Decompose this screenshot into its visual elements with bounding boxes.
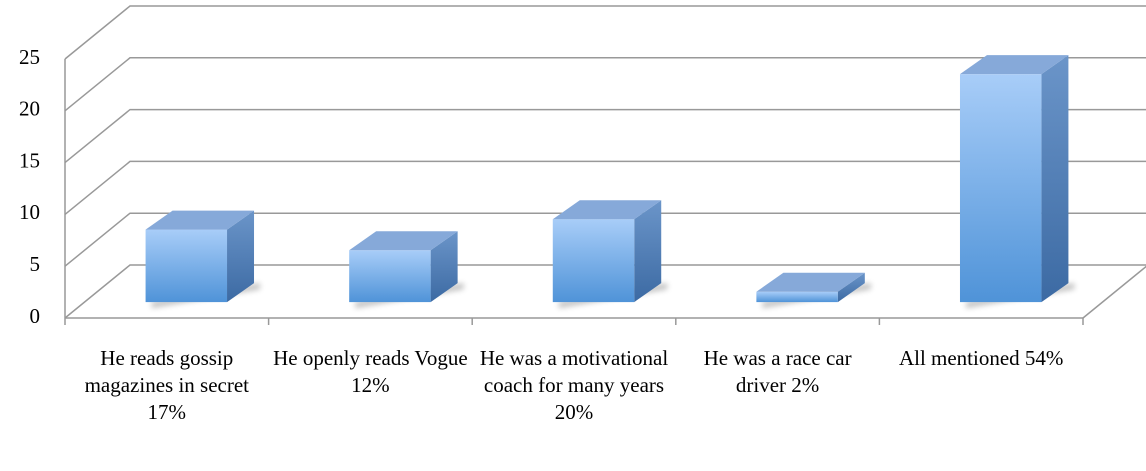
- bar-top: [552, 200, 662, 220]
- bar: [756, 291, 838, 303]
- x-tick-label: He reads gossip magazines in secret 17%: [84, 346, 249, 424]
- grid-line: [64, 5, 1146, 60]
- bar-top: [959, 55, 1069, 75]
- bar-side: [634, 200, 662, 303]
- bar: [349, 250, 431, 303]
- grid-line: [64, 108, 1146, 164]
- x-tick-label: He was a motivational coach for many yea…: [479, 346, 669, 424]
- bar: [145, 229, 228, 303]
- bar-side: [837, 272, 865, 303]
- y-tick-label: 5: [30, 252, 41, 276]
- grid-line: [64, 212, 1146, 267]
- x-tick-label: He openly reads Vogue 12%: [273, 346, 468, 397]
- bar: [959, 74, 1042, 303]
- grid-line: [64, 160, 1146, 215]
- bar: [552, 219, 635, 303]
- grid-line: [64, 264, 1146, 319]
- bar-side: [227, 210, 255, 303]
- bar-top: [349, 231, 458, 251]
- y-tick-label: 0: [30, 304, 41, 328]
- y-tick-label: 25: [19, 45, 40, 69]
- bar-side: [1041, 55, 1069, 303]
- floor-edge: [1082, 265, 1146, 319]
- bar-side: [430, 231, 458, 303]
- bar-top: [145, 210, 255, 230]
- x-tick-label: All mentioned 54%: [898, 346, 1064, 370]
- grid-line: [64, 57, 1146, 112]
- y-tick-label: 10: [19, 200, 40, 224]
- y-tick-label: 20: [19, 97, 40, 121]
- x-tick-label: He was a race car driver 2%: [703, 346, 852, 397]
- bar-top: [756, 272, 865, 292]
- y-tick-label: 15: [19, 148, 40, 172]
